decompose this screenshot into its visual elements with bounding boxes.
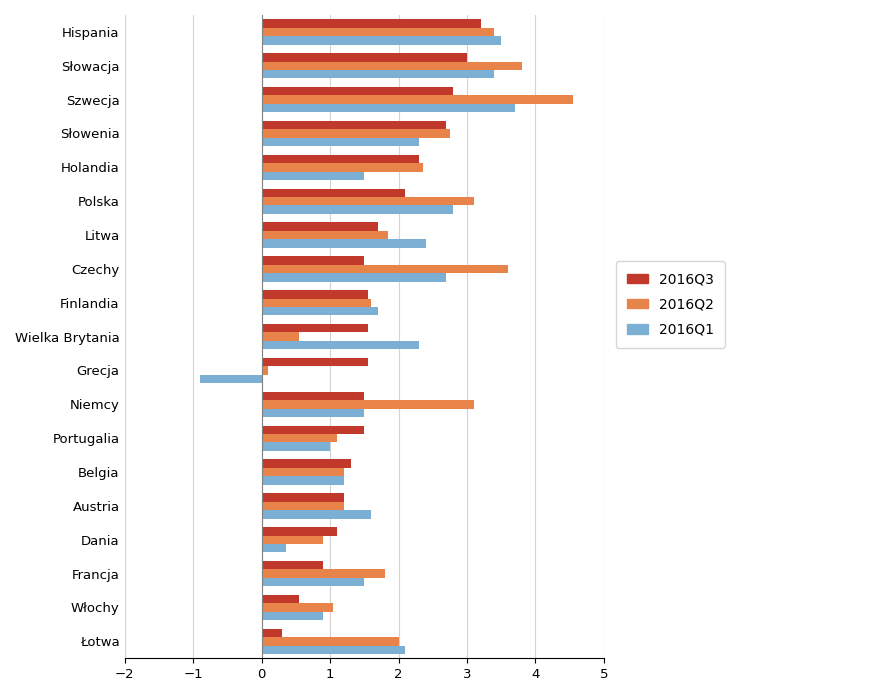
- Bar: [262, 155, 419, 163]
- Bar: [262, 459, 350, 468]
- Bar: [262, 544, 285, 553]
- Bar: [262, 341, 419, 349]
- Bar: [262, 95, 573, 104]
- Bar: [262, 290, 367, 299]
- Bar: [262, 434, 337, 443]
- Bar: [262, 578, 364, 586]
- Bar: [262, 392, 364, 400]
- Bar: [262, 28, 494, 36]
- Bar: [262, 61, 522, 70]
- Bar: [262, 333, 299, 341]
- Bar: [262, 603, 333, 612]
- Bar: [262, 172, 364, 180]
- Bar: [262, 527, 337, 535]
- Bar: [262, 189, 405, 197]
- Bar: [262, 36, 502, 45]
- Bar: [262, 637, 399, 646]
- Bar: [262, 104, 515, 112]
- Bar: [262, 70, 494, 79]
- Bar: [262, 324, 367, 333]
- Bar: [262, 400, 474, 409]
- Bar: [262, 510, 371, 519]
- Bar: [262, 569, 384, 578]
- Bar: [262, 138, 419, 146]
- Bar: [262, 561, 324, 569]
- Bar: [262, 366, 268, 374]
- Bar: [262, 205, 453, 214]
- Bar: [262, 264, 508, 273]
- Bar: [262, 223, 378, 231]
- Bar: [262, 299, 371, 307]
- Bar: [262, 468, 344, 476]
- Bar: [262, 87, 453, 95]
- Legend: 2016Q3, 2016Q2, 2016Q1: 2016Q3, 2016Q2, 2016Q1: [616, 261, 725, 348]
- Bar: [262, 425, 364, 434]
- Bar: [262, 493, 344, 502]
- Bar: [262, 121, 446, 129]
- Bar: [262, 231, 388, 239]
- Bar: [262, 595, 299, 603]
- Bar: [262, 256, 364, 264]
- Bar: [262, 358, 367, 366]
- Bar: [262, 197, 474, 205]
- Bar: [262, 163, 423, 172]
- Bar: [262, 19, 481, 28]
- Bar: [200, 374, 262, 383]
- Bar: [262, 307, 378, 315]
- Bar: [262, 409, 364, 417]
- Bar: [262, 502, 344, 510]
- Bar: [262, 535, 324, 544]
- Bar: [262, 646, 405, 654]
- Bar: [262, 443, 330, 451]
- Bar: [262, 129, 450, 138]
- Bar: [262, 239, 426, 248]
- Bar: [262, 273, 446, 282]
- Bar: [262, 612, 324, 620]
- Bar: [262, 628, 283, 637]
- Bar: [262, 476, 344, 484]
- Bar: [262, 53, 467, 61]
